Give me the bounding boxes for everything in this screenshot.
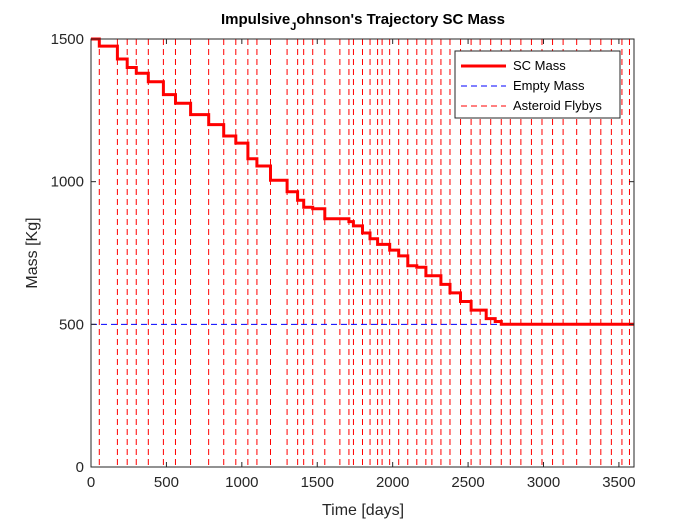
y-tick-label: 1500 bbox=[51, 31, 84, 48]
x-tick-label: 2000 bbox=[376, 474, 409, 491]
x-tick-label: 0 bbox=[87, 474, 95, 491]
title-main: Impulsive bbox=[221, 11, 290, 28]
x-tick-label: 2500 bbox=[451, 474, 484, 491]
y-tick-label: 0 bbox=[76, 459, 84, 476]
axis-ticks: 0 500 1000 1500 2000 2500 3000 3500 0 500 1000 1500 bbox=[51, 31, 636, 491]
y-tick-label: 500 bbox=[59, 316, 84, 333]
title-rest: ohnson's Trajectory SC Mass bbox=[296, 11, 505, 28]
x-axis-label: Time [days] bbox=[322, 502, 404, 519]
title-subscript: J bbox=[290, 21, 296, 33]
legend: SC Mass Empty Mass Asteroid Flybys bbox=[454, 50, 621, 119]
legend-label-flybys: Asteroid Flybys bbox=[513, 98, 602, 113]
legend-label-sc-mass: SC Mass bbox=[513, 58, 566, 73]
x-tick-label: 3000 bbox=[527, 474, 560, 491]
axes-frame bbox=[90, 38, 635, 468]
x-tick-label: 1000 bbox=[225, 474, 258, 491]
x-tick-label: 1500 bbox=[301, 474, 334, 491]
x-tick-label: 3500 bbox=[602, 474, 635, 491]
y-axis-label: Mass [Kg] bbox=[24, 217, 41, 288]
sc-mass-line bbox=[91, 37, 634, 326]
legend-box bbox=[454, 50, 621, 119]
legend-label-empty-mass: Empty Mass bbox=[513, 78, 585, 93]
y-tick-label: 1000 bbox=[51, 174, 84, 191]
chart-title: ImpulsiveJohnson's Trajectory SC Mass bbox=[221, 11, 505, 33]
x-tick-label: 500 bbox=[154, 474, 179, 491]
